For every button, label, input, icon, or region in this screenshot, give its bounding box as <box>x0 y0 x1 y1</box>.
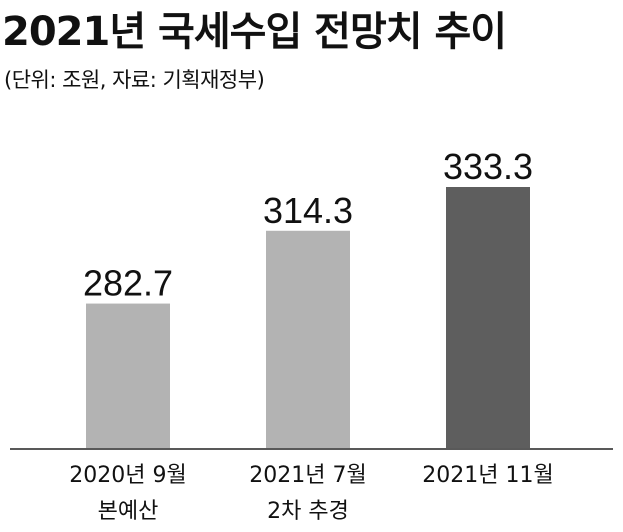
chart-subtitle: (단위: 조원, 자료: 기획재정부) <box>4 68 265 92</box>
category-label-2-line-1: 2021년 7월 <box>249 463 366 488</box>
category-label-1-line-1: 2020년 9월 <box>69 463 186 488</box>
bar-2 <box>266 230 350 448</box>
category-label-3-line-1: 2021년 11월 <box>422 463 553 488</box>
bar-1 <box>86 303 170 448</box>
value-label-2: 314.3 <box>263 190 353 231</box>
chart-title: 2021년 국세수입 전망치 추이 <box>2 9 507 55</box>
category-label-2-line-2: 2차 추경 <box>267 499 349 524</box>
value-label-1: 282.7 <box>83 263 173 304</box>
category-label-1-line-2: 본예산 <box>98 499 159 524</box>
value-label-3: 333.3 <box>443 146 533 187</box>
bar-3 <box>446 187 530 448</box>
